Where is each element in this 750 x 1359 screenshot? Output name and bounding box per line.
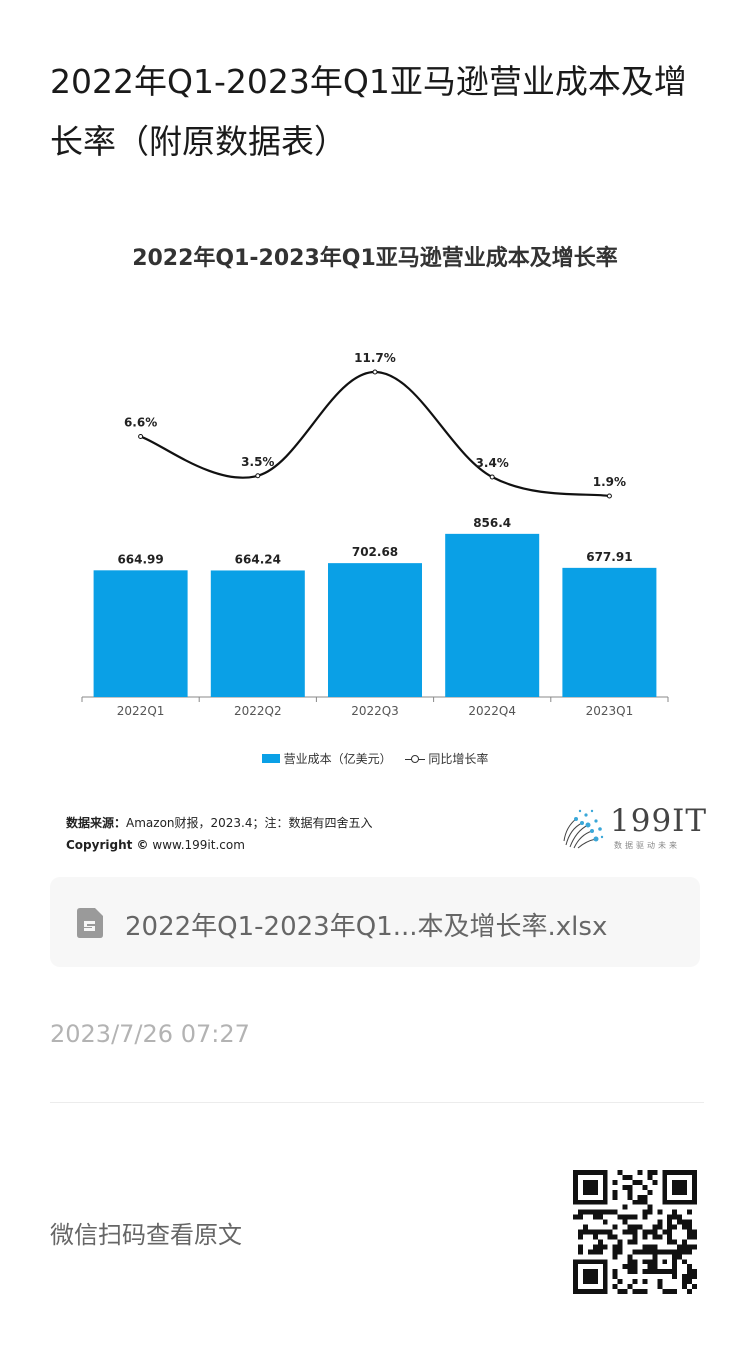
growth-rate-label: 6.6% <box>124 416 157 430</box>
bar-value-label: 664.99 <box>117 552 163 566</box>
legend-bar-label: 营业成本（亿美元） <box>283 752 392 766</box>
bar-2022Q4 <box>445 533 540 697</box>
bar-value-label: 702.68 <box>352 545 398 559</box>
x-tick-label: 2022Q4 <box>468 704 516 718</box>
legend-line-label: 同比增长率 <box>428 752 489 766</box>
qr-caption: 微信扫码查看原文 <box>50 1221 242 1249</box>
logo-text: 199IT <box>610 803 708 839</box>
growth-rate-point-2023Q1 <box>606 493 612 499</box>
bar-value-label: 677.91 <box>586 550 632 564</box>
growth-rate-label: 3.5% <box>241 455 274 469</box>
section-divider <box>50 1102 704 1103</box>
bar-2023Q1 <box>562 567 657 697</box>
copyright-label: Copyright © <box>66 838 149 852</box>
attachment-file-name: 2022年Q1-2023年Q1...本及增长率.xlsx <box>125 912 608 942</box>
logo-tagline: 数据驱动未来 <box>614 841 680 850</box>
growth-rate-label: 11.7% <box>354 351 396 365</box>
logo-burst-icon <box>563 809 604 849</box>
source-text: Amazon财报，2023.4；注：数据有四舍五入 <box>126 816 373 830</box>
bar-value-label: 856.4 <box>473 516 511 530</box>
chart-card: 2022年Q1-2023年Q1亚马逊营业成本及增长率 664.99 2022Q1 6… <box>50 215 706 865</box>
source-label: 数据来源： <box>66 816 127 830</box>
growth-rate-point-2022Q4 <box>489 474 495 480</box>
chart-legend: 营业成本（亿美元） 同比增长率 <box>50 750 700 767</box>
logo-199it: 199IT 数据驱动未来 <box>558 803 706 855</box>
growth-rate-point-2022Q1 <box>138 434 144 440</box>
growth-rate-label: 1.9% <box>593 475 626 489</box>
spreadsheet-file-icon <box>77 908 103 938</box>
growth-rate-line <box>140 370 610 498</box>
legend-line-marker <box>405 754 426 764</box>
chart-plot: 664.99 2022Q1 664.24 2022Q2 702.68 2022Q3 856.… <box>81 351 669 718</box>
bar-2022Q3 <box>328 563 422 697</box>
x-tick-label: 2022Q2 <box>234 704 282 718</box>
publish-timestamp: 2023/7/26 07:27 <box>50 1020 250 1048</box>
x-tick-label: 2022Q1 <box>117 704 165 718</box>
bar-2022Q1 <box>93 570 188 697</box>
attachment-file-card[interactable]: 2022年Q1-2023年Q1...本及增长率.xlsx <box>50 877 700 967</box>
growth-rate-label: 3.4% <box>476 456 509 470</box>
copyright-text: www.199it.com <box>152 838 245 852</box>
qr-code-icon[interactable] <box>573 1170 697 1294</box>
bar-value-label: 664.24 <box>235 552 281 566</box>
chart-title: 2022年Q1-2023年Q1亚马逊营业成本及增长率 <box>132 246 618 271</box>
growth-rate-point-2022Q3 <box>372 369 378 375</box>
article-title: 2022年Q1-2023年Q1亚马逊营业成本及增长率（附原数据表） <box>50 62 687 161</box>
x-tick-label: 2023Q1 <box>586 704 634 718</box>
growth-rate-point-2022Q2 <box>255 473 261 479</box>
legend-bar-swatch <box>261 754 280 763</box>
x-tick-label: 2022Q3 <box>351 704 399 718</box>
data-source: 数据来源：Amazon财报，2023.4；注：数据有四舍五入 Copyright… <box>66 812 373 856</box>
bar-2022Q2 <box>210 570 305 697</box>
